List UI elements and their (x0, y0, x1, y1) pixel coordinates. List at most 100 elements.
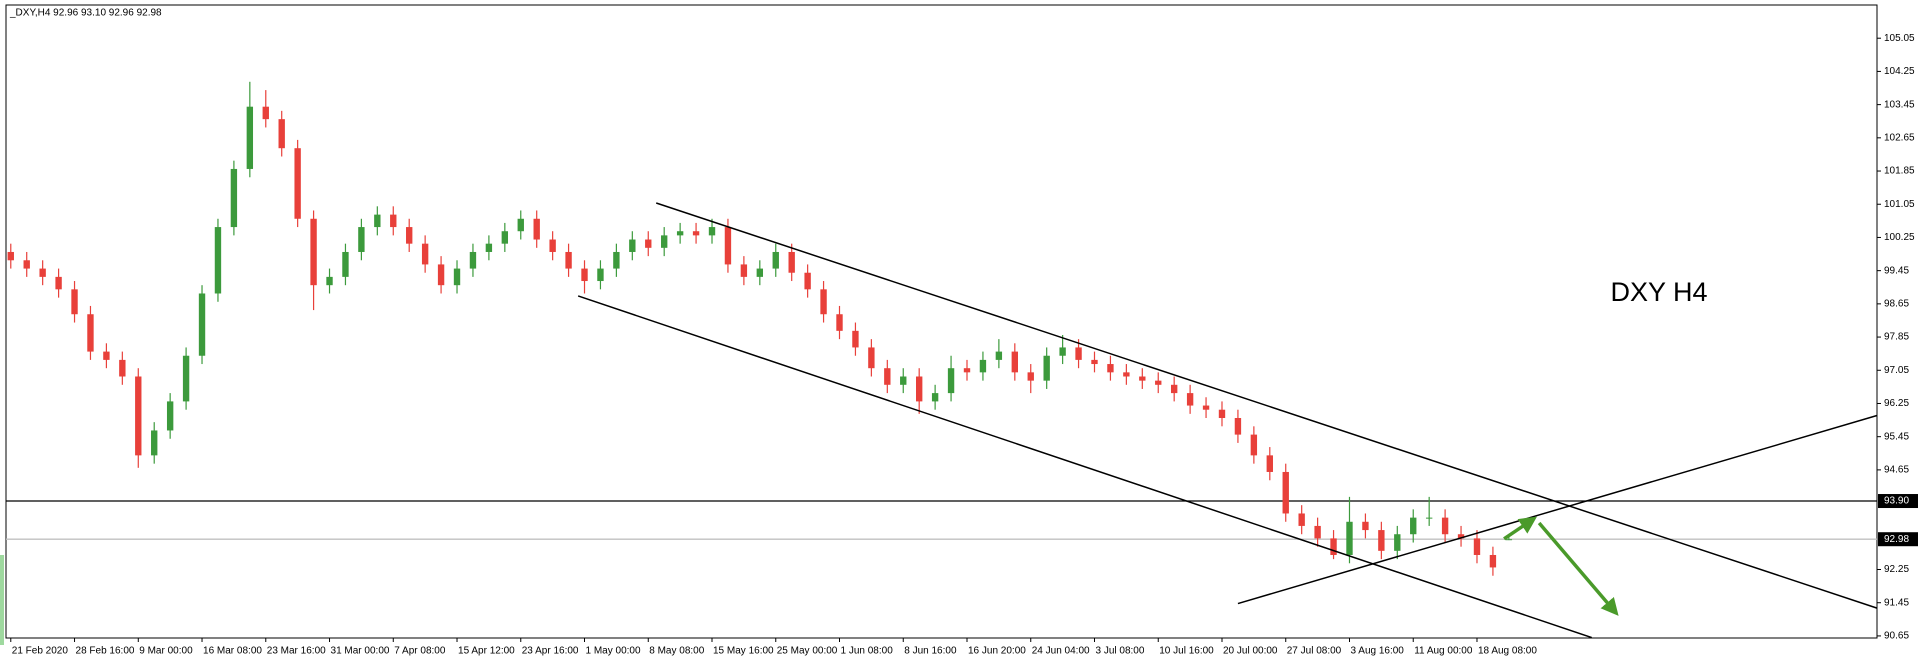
candle-body (1139, 376, 1146, 381)
y-tick-label: 105.05 (1884, 33, 1915, 44)
candle-body (565, 251, 572, 269)
candle-body (1346, 521, 1353, 555)
x-tick-label: 8 May 08:00 (649, 646, 704, 657)
chart-title: _DXY,H4 92.96 93.10 92.96 92.98 (9, 8, 162, 19)
price-label-box (1878, 494, 1918, 509)
candle-body (501, 231, 509, 244)
candle-body (246, 106, 254, 169)
x-tick-label: 18 Aug 08:00 (1478, 646, 1537, 657)
candle-body (1170, 384, 1178, 394)
candle-body (645, 239, 652, 248)
candle-body (1234, 418, 1242, 435)
candle-body (182, 355, 190, 402)
trendline (1237, 414, 1878, 605)
candle-body (230, 168, 238, 228)
x-tick-label: 23 Apr 16:00 (522, 646, 579, 657)
candle-body (740, 264, 748, 277)
candle-body (597, 268, 604, 282)
candle-body (1410, 517, 1417, 535)
candle-body (1059, 347, 1066, 356)
y-tick-label: 96.25 (1884, 398, 1909, 409)
x-tick-label: 3 Aug 16:00 (1350, 646, 1404, 657)
x-tick-label: 1 Jun 08:00 (841, 646, 894, 657)
candle-body (485, 243, 493, 252)
y-tick-label: 101.85 (1884, 166, 1915, 177)
candle-body (1266, 455, 1273, 472)
y-tick-label: 97.85 (1884, 332, 1909, 343)
candle-body (963, 368, 971, 373)
candle-body (55, 276, 62, 290)
x-tick-label: 31 Mar 00:00 (331, 646, 390, 657)
candle-body (995, 351, 1003, 360)
y-tick-label: 90.65 (1884, 631, 1909, 642)
x-tick-label: 28 Feb 16:00 (76, 646, 135, 657)
candle-body (453, 268, 461, 286)
candle-body (437, 264, 445, 286)
candle-body (135, 376, 142, 456)
candle-body (724, 227, 732, 265)
x-tick-label: 11 Aug 00:00 (1414, 646, 1473, 657)
candle-body (772, 251, 779, 269)
candle-body (1107, 364, 1114, 373)
candle-body (103, 351, 110, 360)
candle-body (1378, 530, 1385, 551)
candle-body (1441, 517, 1449, 535)
y-tick-label: 95.45 (1884, 431, 1909, 442)
trendline (655, 202, 1878, 609)
candle-body (198, 293, 206, 356)
candle-body (1218, 409, 1226, 419)
candle-body (214, 227, 222, 294)
x-tick-label: 20 Jul 00:00 (1223, 646, 1278, 657)
candle-body (804, 272, 811, 290)
candle-body (1282, 471, 1289, 514)
candle-body (1489, 554, 1497, 568)
candle-body (820, 289, 827, 315)
x-tick-label: 10 Jul 16:00 (1159, 646, 1214, 657)
candle-body (1027, 372, 1034, 381)
x-tick-label: 24 Jun 04:00 (1032, 646, 1090, 657)
candle-body (533, 218, 540, 240)
candle-body (1425, 517, 1433, 519)
candle-body (788, 251, 795, 273)
candle-body (613, 251, 620, 269)
candle-body (1043, 355, 1050, 381)
y-tick-label: 98.65 (1884, 298, 1909, 309)
x-tick-label: 7 Apr 08:00 (394, 646, 446, 657)
candle-body (676, 231, 684, 236)
price-label: 92.98 (1884, 534, 1909, 545)
y-tick-label: 102.65 (1884, 132, 1915, 143)
candle-body (71, 289, 78, 315)
candle-body (87, 314, 94, 352)
candle-body (1123, 372, 1130, 377)
candle-body (1505, 539, 1513, 541)
candle-body (358, 227, 365, 252)
candle-body (151, 430, 158, 456)
y-tick-label: 101.05 (1884, 199, 1915, 210)
candle-body (931, 393, 939, 402)
y-tick-label: 104.25 (1884, 66, 1915, 77)
candle-body (1011, 351, 1018, 373)
candle-body (406, 227, 413, 244)
candle-body (390, 214, 397, 228)
x-tick-label: 8 Jun 16:00 (904, 646, 957, 657)
y-tick-label: 92.25 (1884, 564, 1909, 575)
candle-body (1155, 380, 1162, 385)
y-tick-label: 103.45 (1884, 99, 1915, 110)
x-tick-label: 9 Mar 00:00 (139, 646, 193, 657)
candle-body (629, 239, 636, 252)
candle-body (947, 368, 955, 394)
candle-body (342, 251, 349, 277)
candle-body (262, 106, 269, 120)
x-tick-label: 27 Jul 08:00 (1287, 646, 1342, 657)
candle-body (692, 231, 700, 236)
y-tick-label: 97.05 (1884, 365, 1909, 376)
candle-body (1250, 434, 1258, 456)
price-label-box (1878, 532, 1918, 547)
candle-body (326, 276, 333, 286)
candle-body (1473, 538, 1481, 555)
candle-body (517, 218, 524, 232)
candle-body (374, 214, 381, 228)
candle-body (421, 243, 429, 265)
candle-body (852, 330, 859, 348)
